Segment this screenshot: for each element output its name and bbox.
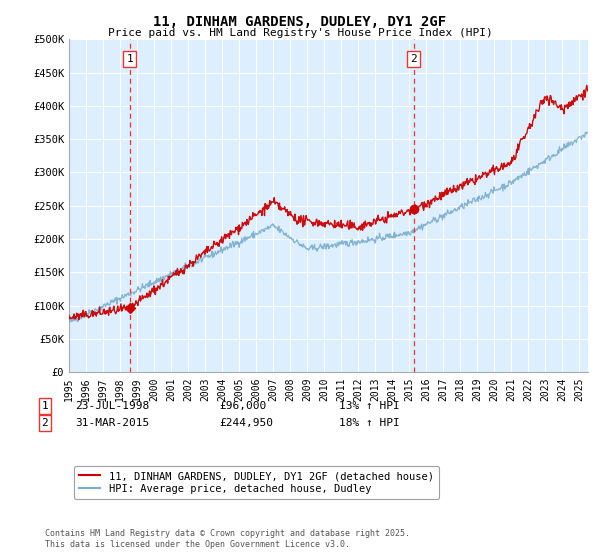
Text: 23-JUL-1998: 23-JUL-1998 <box>75 401 149 411</box>
Text: Contains HM Land Registry data © Crown copyright and database right 2025.
This d: Contains HM Land Registry data © Crown c… <box>45 529 410 549</box>
Text: 1: 1 <box>41 401 49 411</box>
Text: 2: 2 <box>41 418 49 428</box>
Text: Price paid vs. HM Land Registry's House Price Index (HPI): Price paid vs. HM Land Registry's House … <box>107 28 493 38</box>
Text: 11, DINHAM GARDENS, DUDLEY, DY1 2GF: 11, DINHAM GARDENS, DUDLEY, DY1 2GF <box>154 15 446 29</box>
Text: 2: 2 <box>410 54 417 64</box>
Text: 1: 1 <box>126 54 133 64</box>
Legend: 11, DINHAM GARDENS, DUDLEY, DY1 2GF (detached house), HPI: Average price, detach: 11, DINHAM GARDENS, DUDLEY, DY1 2GF (det… <box>74 466 439 499</box>
Text: 18% ↑ HPI: 18% ↑ HPI <box>339 418 400 428</box>
Text: 31-MAR-2015: 31-MAR-2015 <box>75 418 149 428</box>
Text: £96,000: £96,000 <box>219 401 266 411</box>
Text: 13% ↑ HPI: 13% ↑ HPI <box>339 401 400 411</box>
Text: £244,950: £244,950 <box>219 418 273 428</box>
